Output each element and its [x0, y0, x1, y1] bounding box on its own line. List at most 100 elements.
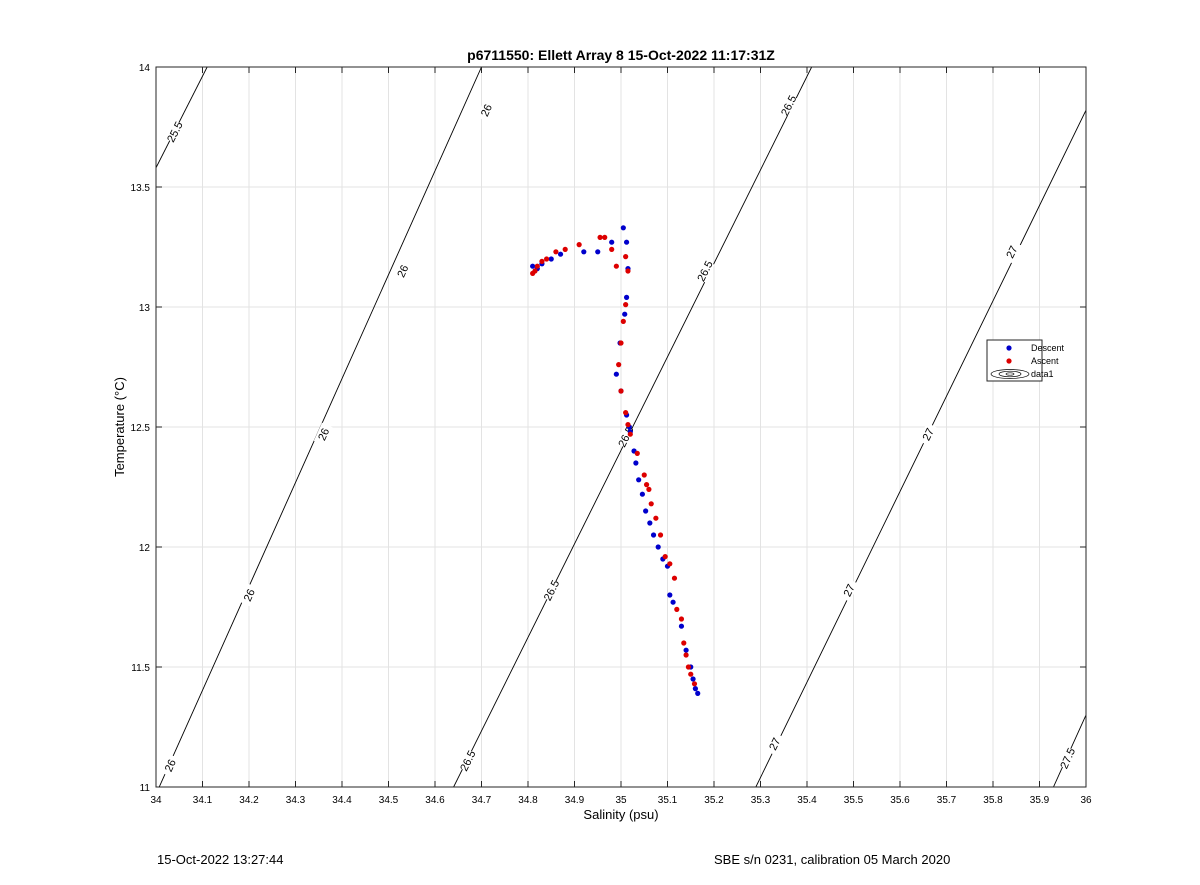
descent-point — [695, 690, 701, 697]
x-tick-label: 34.7 — [472, 795, 492, 806]
descent-point — [683, 647, 689, 653]
y-axis-label: Temperature (°C) — [112, 377, 127, 477]
x-tick-label: 34.2 — [239, 795, 259, 806]
ascent-point — [625, 268, 631, 274]
descent-point — [639, 491, 645, 497]
descent-point — [530, 263, 536, 269]
ascent-point — [678, 616, 685, 622]
ascent-point — [667, 561, 673, 567]
x-tick-label: 35.3 — [751, 795, 771, 806]
y-tick-label: 12.5 — [131, 423, 151, 434]
contour-label-bg — [476, 98, 496, 122]
contour-label: 26.5 — [616, 425, 636, 450]
x-tick-label: 34.5 — [379, 795, 399, 806]
contour-label-bg — [1001, 240, 1022, 264]
ascent-point — [597, 234, 603, 240]
ascent-point — [602, 234, 608, 240]
contour-label-bg — [392, 259, 413, 283]
y-tick-label: 11 — [140, 783, 151, 794]
contour-label-bg — [160, 753, 180, 777]
contour-label: 26.5 — [458, 749, 478, 774]
contour-label: 26.5 — [542, 578, 562, 603]
ascent-point — [688, 671, 694, 677]
x-tick-label: 35.7 — [937, 795, 957, 806]
contour-label: 26 — [316, 427, 332, 443]
contour-line — [755, 110, 1086, 787]
descent-point — [548, 256, 554, 262]
ascent-point — [613, 263, 619, 269]
ascent-point — [657, 532, 664, 538]
x-tick-label: 34.8 — [518, 795, 538, 806]
x-tick-label: 35.5 — [844, 795, 864, 806]
descent-point — [636, 477, 642, 483]
contour-line — [156, 67, 208, 169]
contour-label: 25.5 — [165, 120, 185, 145]
contour-label: 26 — [242, 587, 258, 603]
y-tick-label: 12 — [139, 543, 151, 554]
descent-point — [670, 599, 676, 605]
ascent-point — [539, 258, 545, 264]
ascent-point — [609, 246, 615, 252]
ascent-point — [618, 388, 624, 394]
ascent-point — [534, 263, 540, 269]
descent-point — [678, 623, 685, 629]
contour-label-bg — [918, 422, 938, 446]
ascent-point — [623, 410, 629, 416]
footer-timestamp: 15-Oct-2022 13:27:44 — [157, 852, 284, 867]
legend-data1-label: data1 — [1031, 369, 1054, 379]
x-tick-label: 34.6 — [425, 795, 445, 806]
descent-point — [647, 520, 653, 526]
descent-point — [650, 532, 657, 538]
ascent-point — [681, 640, 687, 646]
ascent-point — [625, 422, 631, 428]
ascent-point — [662, 554, 668, 560]
contour-label-bg — [764, 732, 785, 756]
descent-point — [622, 311, 628, 317]
contour-label: 26 — [395, 263, 411, 279]
contour-label-bg — [778, 93, 799, 118]
contour-label: 26.5 — [695, 259, 715, 284]
ascent-point — [646, 486, 652, 492]
descent-point — [613, 371, 619, 377]
descent-point — [623, 239, 630, 245]
ascent-point — [683, 652, 689, 658]
descent-point — [655, 544, 661, 550]
x-axis-label: Salinity (psu) — [583, 807, 658, 822]
y-tick-label: 11.5 — [131, 663, 150, 674]
contour-label-bg — [457, 748, 478, 773]
x-tick-label: 34.1 — [193, 795, 213, 806]
ascent-point — [648, 501, 654, 507]
ascent-point — [616, 362, 622, 368]
axis-ticks: 34 34.1 34.2 34.3 34.4 34.5 34.6 34.7 34.8 34.9 35… — [131, 63, 1092, 806]
ascent-point — [627, 431, 633, 437]
ascent-point — [620, 318, 626, 324]
contour-line — [453, 67, 813, 787]
descent-point — [620, 225, 626, 231]
legend: Descent Ascent data1 — [986, 339, 1065, 382]
descent-point — [623, 294, 630, 300]
contour-label: 27 — [921, 427, 937, 443]
x-tick-label: 35.2 — [704, 795, 724, 806]
chart-title: p6711550: Ellett Array 8 15-Oct-2022 11:… — [467, 47, 775, 63]
x-tick-label: 35.9 — [1030, 795, 1050, 806]
x-tick-label: 34 — [150, 795, 162, 806]
x-tick-label: 35 — [615, 795, 627, 806]
x-tick-label: 35.8 — [983, 795, 1003, 806]
legend-descent-marker — [1006, 345, 1012, 351]
legend-descent-label: Descent — [1031, 343, 1065, 353]
legend-box — [986, 339, 1043, 382]
data-points — [530, 225, 701, 697]
ascent-point — [634, 450, 640, 456]
descent-point — [595, 249, 601, 255]
contour-label-bg — [1057, 746, 1077, 770]
ascent-point — [653, 515, 659, 521]
contour-label: 26 — [479, 103, 495, 119]
grid-lines — [155, 66, 1087, 788]
ascent-point — [674, 606, 680, 613]
ascent-point — [685, 664, 692, 670]
contour-label: 27 — [1004, 244, 1020, 260]
descent-point — [643, 508, 649, 514]
ascent-point — [532, 268, 538, 274]
ascent-point — [641, 472, 647, 478]
